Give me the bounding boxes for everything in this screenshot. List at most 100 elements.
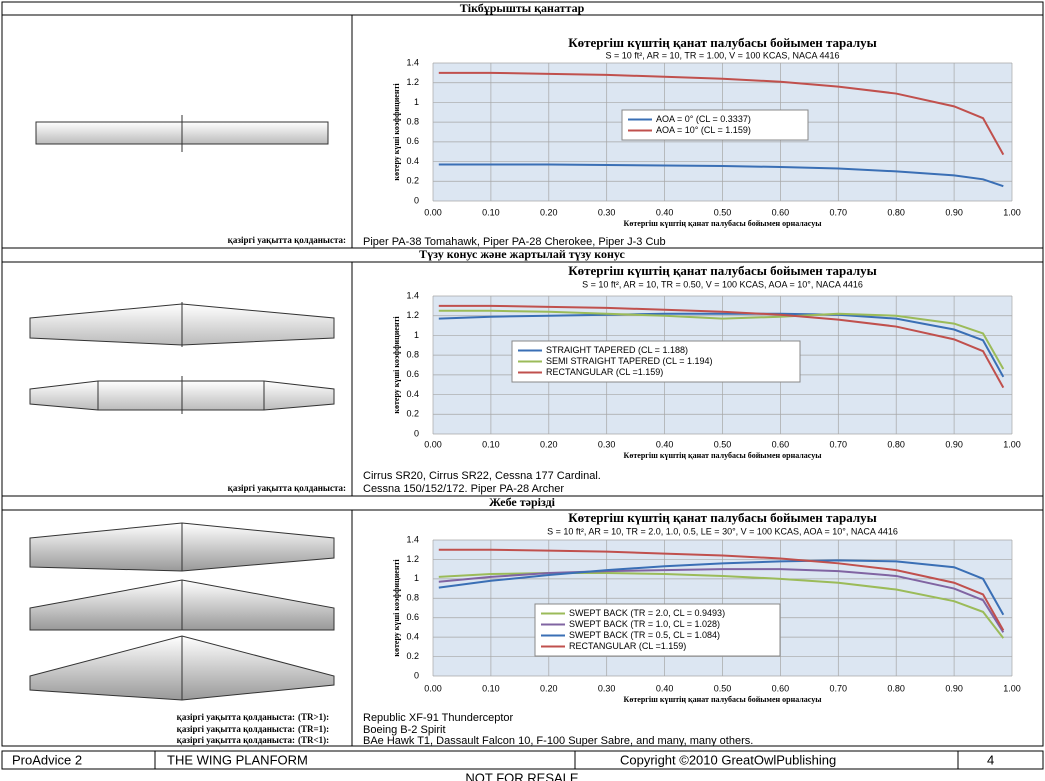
x-tick-label: 0.70: [830, 439, 848, 449]
y-tick-label: 1.4: [406, 57, 419, 67]
x-tick-label: 0.00: [424, 683, 442, 693]
usage-label: қазіргі уақытта қолданыста:: [177, 724, 295, 734]
y-tick-label: 1.2: [406, 554, 419, 564]
y-axis-label: көтеру күші коэффициенті: [392, 316, 401, 414]
y-tick-label: 0.6: [406, 369, 419, 379]
x-tick-label: 1.00: [1003, 439, 1021, 449]
series-line: [438, 304, 1005, 389]
x-tick-label: 0.90: [945, 207, 963, 217]
legend-label: RECTANGULAR (CL =1.159): [569, 641, 686, 651]
x-tick-label: 1.00: [1003, 683, 1021, 693]
y-tick-label: 1.2: [406, 77, 419, 87]
legend-label: RECTANGULAR (CL =1.159): [546, 367, 663, 377]
y-axis-label: көтеру күші коэффициенті: [392, 559, 401, 657]
usage-text: Cirrus SR20, Cirrus SR22, Cessna 177 Car…: [363, 470, 601, 482]
section-header: Тікбұрышты қанаттар: [460, 1, 585, 15]
x-tick-label: 0.20: [540, 207, 558, 217]
usage-label: қазіргі уақытта қолданыста:: [177, 712, 295, 722]
y-tick-label: 1.4: [406, 534, 419, 544]
y-tick-label: 0.2: [406, 176, 419, 186]
legend-label: SWEPT BACK (TR = 0.5, CL = 1.084): [569, 630, 720, 640]
x-tick-label: 0.10: [482, 439, 500, 449]
x-tick-label: 0.80: [887, 439, 905, 449]
series-line: [438, 559, 1005, 616]
x-tick-label: 0.50: [714, 683, 732, 693]
x-tick-label: 0.80: [887, 207, 905, 217]
y-tick-label: 1.4: [406, 290, 419, 300]
legend-box: [621, 109, 809, 141]
legend-box: [511, 340, 801, 383]
legend-label: SWEPT BACK (TR = 2.0, CL = 0.9493): [569, 608, 725, 618]
y-tick-label: 0.4: [406, 389, 419, 399]
series-line: [438, 163, 1004, 188]
legend-label: SEMI STRAIGHT TAPERED (CL = 1.194): [546, 356, 712, 366]
usage-text: Piper PA-38 Tomahawk, Piper PA-28 Cherok…: [363, 236, 666, 248]
usage-label: қазіргі уақытта қолданыста:: [228, 235, 346, 245]
x-axis-label: Көтергіш күштің қанат палубасы бойымен о…: [624, 451, 823, 460]
y-tick-label: 1: [414, 97, 419, 107]
x-axis-label: Көтергіш күштің қанат палубасы бойымен о…: [624, 695, 823, 704]
x-tick-label: 0.00: [424, 207, 442, 217]
x-tick-label: 0.80: [887, 683, 905, 693]
y-tick-label: 0: [414, 428, 419, 438]
x-tick-label: 0.30: [598, 207, 616, 217]
wing-drawings: [29, 115, 335, 701]
usage-label: қазіргі уақытта қолданыста:: [228, 483, 346, 493]
x-tick-label: 0.30: [598, 439, 616, 449]
x-tick-label: 0.70: [830, 207, 848, 217]
x-tick-label: 0.20: [540, 439, 558, 449]
x-tick-label: 0.40: [656, 683, 674, 693]
usage-label: қазіргі уақытта қолданыста:: [177, 735, 295, 745]
x-tick-label: 0.60: [772, 683, 790, 693]
y-axis-label: көтеру күші коэффициенті: [392, 83, 401, 181]
chart-title: Көтергіш күштің қанат палубасы бойымен т…: [568, 263, 877, 278]
series-line: [438, 568, 1005, 633]
footer-table: [1, 750, 1044, 770]
x-tick-label: 0.50: [714, 207, 732, 217]
usage-text: Cessna 150/152/172. Piper PA-28 Archer: [363, 483, 564, 495]
y-tick-label: 0.8: [406, 593, 419, 603]
y-tick-label: 0.2: [406, 409, 419, 419]
section-header: Жебе тәрізді: [489, 495, 556, 509]
legend-label: STRAIGHT TAPERED (CL = 1.188): [546, 345, 688, 355]
section-header: Түзу конус және жартылай түзу конус: [419, 247, 625, 261]
usage-text: Republic XF-91 Thunderceptor: [363, 712, 514, 724]
chart-subtitle: S = 10 ft², AR = 10, TR = 1.00, V = 100 …: [606, 50, 840, 60]
x-tick-label: 0.10: [482, 207, 500, 217]
x-tick-label: 1.00: [1003, 207, 1021, 217]
legend-label: AOA = 0° (CL = 0.3337): [656, 114, 751, 124]
x-tick-label: 0.90: [945, 683, 963, 693]
y-tick-label: 0.2: [406, 651, 419, 661]
x-tick-label: 0.90: [945, 439, 963, 449]
y-tick-label: 0.6: [406, 136, 419, 146]
footer-cell: ProAdvice 2: [12, 752, 82, 767]
usage-text: Boeing B-2 Spirit: [363, 724, 446, 736]
x-tick-label: 0.40: [656, 439, 674, 449]
chart-title: Көтергіш күштің қанат палубасы бойымен т…: [568, 35, 877, 50]
x-tick-label: 0.70: [830, 683, 848, 693]
footer-cell: THE WING PLANFORM: [167, 752, 308, 767]
y-tick-label: 0.4: [406, 632, 419, 642]
y-tick-label: 0: [414, 670, 419, 680]
y-tick-label: 0.6: [406, 612, 419, 622]
y-tick-label: 0.4: [406, 156, 419, 166]
series-line: [438, 548, 1005, 631]
x-axis-label: Көтергіш күштің қанат палубасы бойымен о…: [624, 219, 823, 228]
y-tick-label: 1: [414, 573, 419, 583]
footer-note: NOT FOR RESALE: [465, 770, 579, 781]
x-tick-label: 0.60: [772, 439, 790, 449]
x-tick-label: 0.40: [656, 207, 674, 217]
y-tick-label: 1: [414, 330, 419, 340]
x-tick-label: 0.50: [714, 439, 732, 449]
y-tick-label: 0: [414, 195, 419, 205]
footer-cell: Copyright ©2010 GreatOwlPublishing: [620, 752, 836, 767]
usage-tr: (TR>1):: [298, 712, 329, 722]
legend-label: SWEPT BACK (TR = 1.0, CL = 1.028): [569, 619, 720, 629]
chart-subtitle: S = 10 ft², AR = 10, TR = 2.0, 1.0, 0.5,…: [547, 526, 898, 536]
frame: [1, 1, 1044, 747]
x-tick-label: 0.60: [772, 207, 790, 217]
x-tick-label: 0.00: [424, 439, 442, 449]
usage-text: BAe Hawk T1, Dassault Falcon 10, F-100 S…: [363, 735, 753, 747]
series-line: [438, 309, 1005, 370]
